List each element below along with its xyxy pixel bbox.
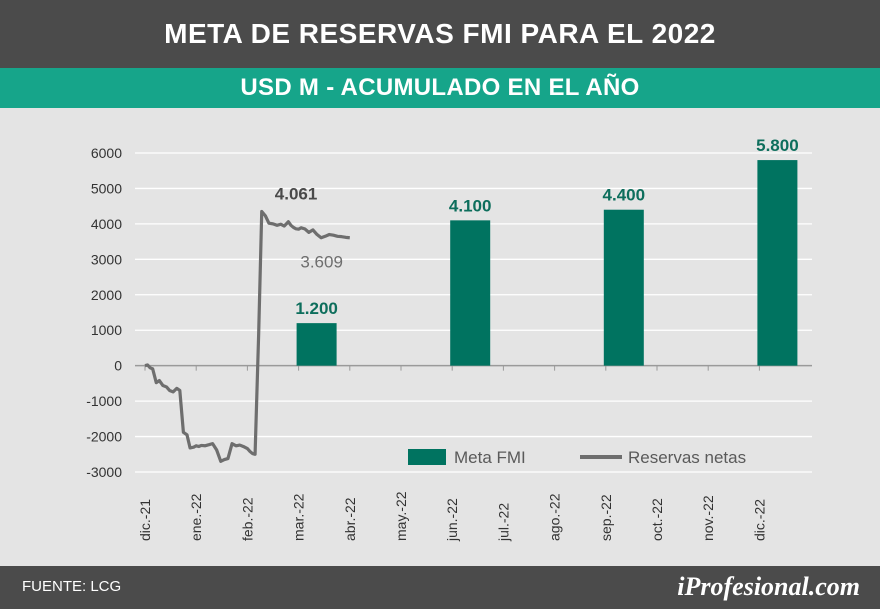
legend-swatch-meta-fmi	[408, 449, 446, 465]
x-tick-label: ago.-22	[547, 493, 563, 541]
line-annotation-label: 4.061	[275, 185, 318, 204]
x-tick-label: feb.-22	[239, 497, 255, 541]
label-layer: 1.200 4.100 4.400 5.800 4.061 3.609	[275, 136, 799, 318]
legend-label-reservas-netas: Reservas netas	[628, 448, 746, 467]
line-annotation-label: 3.609	[300, 253, 343, 272]
y-tick-label: 3000	[91, 251, 122, 267]
y-tick-label: 6000	[91, 145, 122, 161]
header-bar: META DE RESERVAS FMI PARA EL 2022	[0, 0, 880, 68]
x-tick-label: sep.-22	[598, 494, 614, 541]
bar-meta-fmi	[296, 323, 337, 366]
bar-meta-fmi	[757, 160, 798, 366]
x-tick-label: ene.-22	[188, 493, 204, 541]
bar-data-label: 5.800	[756, 136, 799, 155]
x-tick-label: dic.-22	[751, 499, 767, 541]
x-tick-label: nov.-22	[700, 495, 716, 541]
y-tick-label: -1000	[86, 393, 122, 409]
x-tick-label: dic.-21	[137, 499, 153, 541]
x-tick-label: abr.-22	[342, 497, 358, 541]
chart-title: META DE RESERVAS FMI PARA EL 2022	[164, 18, 716, 49]
chart-svg: 6000 5000 4000 3000 2000 1000 0 -1000 -2000 -3000…	[86, 136, 812, 542]
chart-area: 6000 5000 4000 3000 2000 1000 0 -1000 -2000 -3000…	[0, 108, 880, 566]
axis-layer: 6000 5000 4000 3000 2000 1000 0 -1000 -2000 -3000…	[86, 145, 812, 542]
y-tick-label: -2000	[86, 429, 122, 445]
bar-data-label: 4.100	[449, 196, 492, 215]
subheader-bar: USD M - ACUMULADO EN EL AÑO	[0, 68, 880, 108]
chart-subtitle: USD M - ACUMULADO EN EL AÑO	[240, 74, 640, 101]
y-tick-label: -3000	[86, 464, 122, 480]
bar-meta-fmi	[450, 220, 491, 366]
line-layer	[144, 209, 350, 463]
legend: Meta FMI Reservas netas	[408, 448, 746, 467]
x-tick-label: jul.-22	[495, 503, 511, 542]
y-tick-label: 1000	[91, 322, 122, 338]
legend-label-meta-fmi: Meta FMI	[454, 448, 526, 467]
x-tick-label: oct.-22	[649, 498, 665, 541]
bar-layer	[296, 160, 798, 366]
source-note: FUENTE: LCG	[22, 578, 122, 595]
footer-bar: FUENTE: LCG iProfesional.com	[0, 566, 880, 609]
y-tick-label: 4000	[91, 216, 122, 232]
brand-logo: iProfesional.com	[677, 572, 860, 601]
x-tick-label: jun.-22	[444, 498, 460, 542]
bar-data-label: 1.200	[295, 299, 338, 318]
x-tick-label: mar.-22	[291, 493, 307, 541]
x-tick-label: may.-22	[393, 491, 409, 541]
y-tick-label: 2000	[91, 287, 122, 303]
bar-meta-fmi	[603, 209, 644, 366]
y-tick-label: 0	[114, 358, 122, 374]
y-tick-label: 5000	[91, 180, 122, 196]
bar-data-label: 4.400	[603, 186, 646, 205]
line-reservas-netas	[144, 209, 350, 463]
